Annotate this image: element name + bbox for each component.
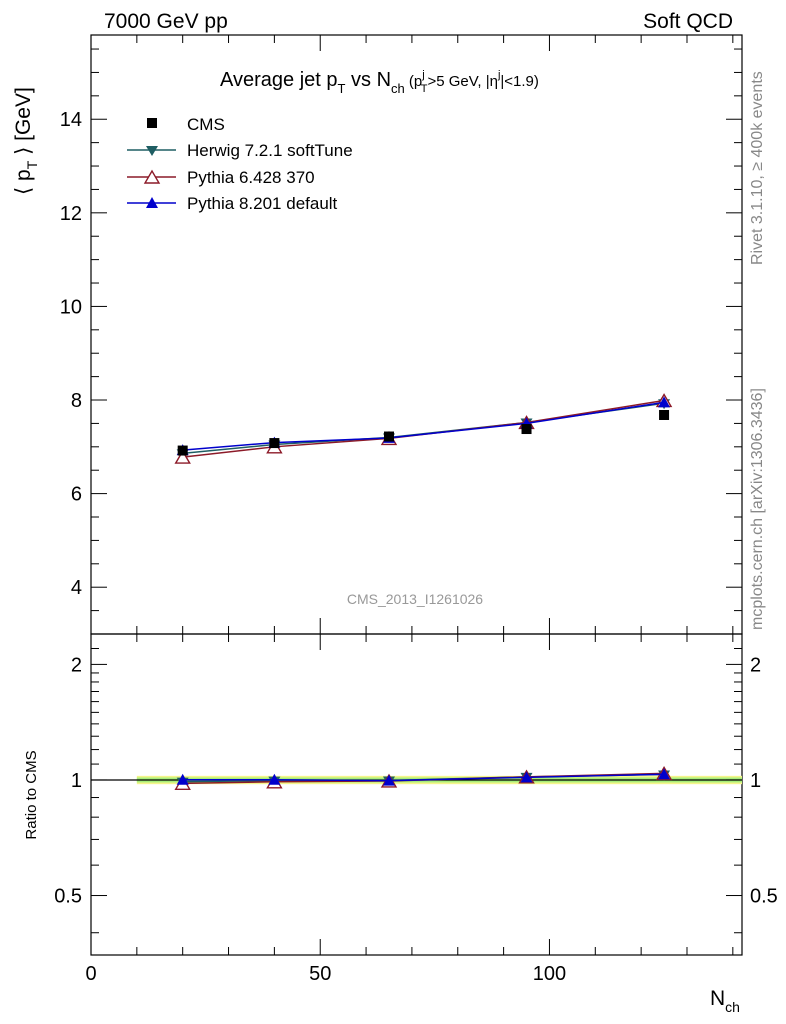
main-point-series-0 [177,445,188,456]
main-point-series-0 [269,438,280,449]
legend-label-cms: CMS [187,115,225,134]
main-y-tick-label: 4 [71,577,82,599]
header-energy: 7000 GeV pp [104,10,228,33]
ratio-y-tick-label-right: 1 [750,770,761,792]
x-tick-label: 100 [533,963,566,985]
legend-entry-pythia6: Pythia 6.428 370 [127,168,315,187]
ratio-point-series-2 [658,768,671,780]
main-axis-ticks: 4 6 8 10 12 14 [60,35,742,635]
ratio-y-tick-label-right: 0.5 [750,886,778,908]
x-axis-label: Nch [710,987,740,1015]
ratio-y-tick-label-right: 2 [750,654,761,676]
legend-label-pythia8: Pythia 8.201 default [187,194,338,213]
header-category: Soft QCD [643,10,733,33]
rivet-label: Rivet 3.1.10, ≥ 400k events [749,71,766,265]
main-point-series-0 [521,424,532,435]
legend: CMS Herwig 7.2.1 softTune Pythia 6.428 3… [127,115,353,213]
ratio-panel: 0.5 0.5 1 1 2 2 Ratio to CMS 0 50 100 Nch [23,633,778,1015]
main-y-tick-label: 6 [71,484,82,506]
main-y-tick-label: 14 [60,109,82,131]
legend-entry-cms: CMS [147,115,225,134]
main-y-tick-label: 8 [71,390,82,412]
legend-marker-pythia8 [146,197,158,208]
main-point-series-3 [658,396,671,408]
legend-label-pythia6: Pythia 6.428 370 [187,168,315,187]
chart-title: Average jet pT vs Nch (pj T>5 GeV, |ηj|<1… [220,69,539,96]
ratio-series-layer [174,766,673,791]
ratio-point-series-2 [268,773,281,785]
main-point-series-0 [383,431,394,442]
main-y-axis-label: ⟨ pT ⟩ [GeV] [12,87,40,195]
main-series-layer [174,393,673,464]
ratio-y-tick-label: 0.5 [54,886,82,908]
x-tick-labels: 0 50 100 [85,963,566,985]
ratio-y-tick-label: 2 [71,654,82,676]
main-point-series-2 [174,449,191,464]
ratio-point-series-2 [176,773,189,785]
ratio-point-series-2 [520,771,533,783]
ratio-y-tick-label: 1 [71,770,82,792]
x-tick-label: 50 [309,963,331,985]
ratio-frame [90,633,743,956]
legend-marker-herwig [146,146,158,156]
main-y-tick-label: 12 [60,203,82,225]
main-panel: 4 6 8 10 12 14 Average jet pT vs Nch (pj T>5 G… [12,34,743,635]
ratio-axis-ticks: 0.5 0.5 1 1 2 2 [54,634,778,955]
mcplots-label: mcplots.cern.ch [arXiv:1306.3436] [749,388,766,630]
legend-marker-pythia6 [143,169,161,184]
x-tick-label: 0 [85,963,96,985]
legend-label-herwig: Herwig 7.2.1 softTune [187,141,353,160]
legend-entry-pythia8: Pythia 8.201 default [127,194,338,213]
main-point-series-0 [659,409,670,420]
analysis-watermark: CMS_2013_I1261026 [347,591,483,607]
ratio-point-series-2 [382,774,395,786]
legend-marker-cms [147,118,157,128]
legend-entry-herwig: Herwig 7.2.1 softTune [127,141,353,160]
main-y-tick-label: 10 [60,296,82,318]
ratio-y-axis-label: Ratio to CMS [23,750,40,839]
